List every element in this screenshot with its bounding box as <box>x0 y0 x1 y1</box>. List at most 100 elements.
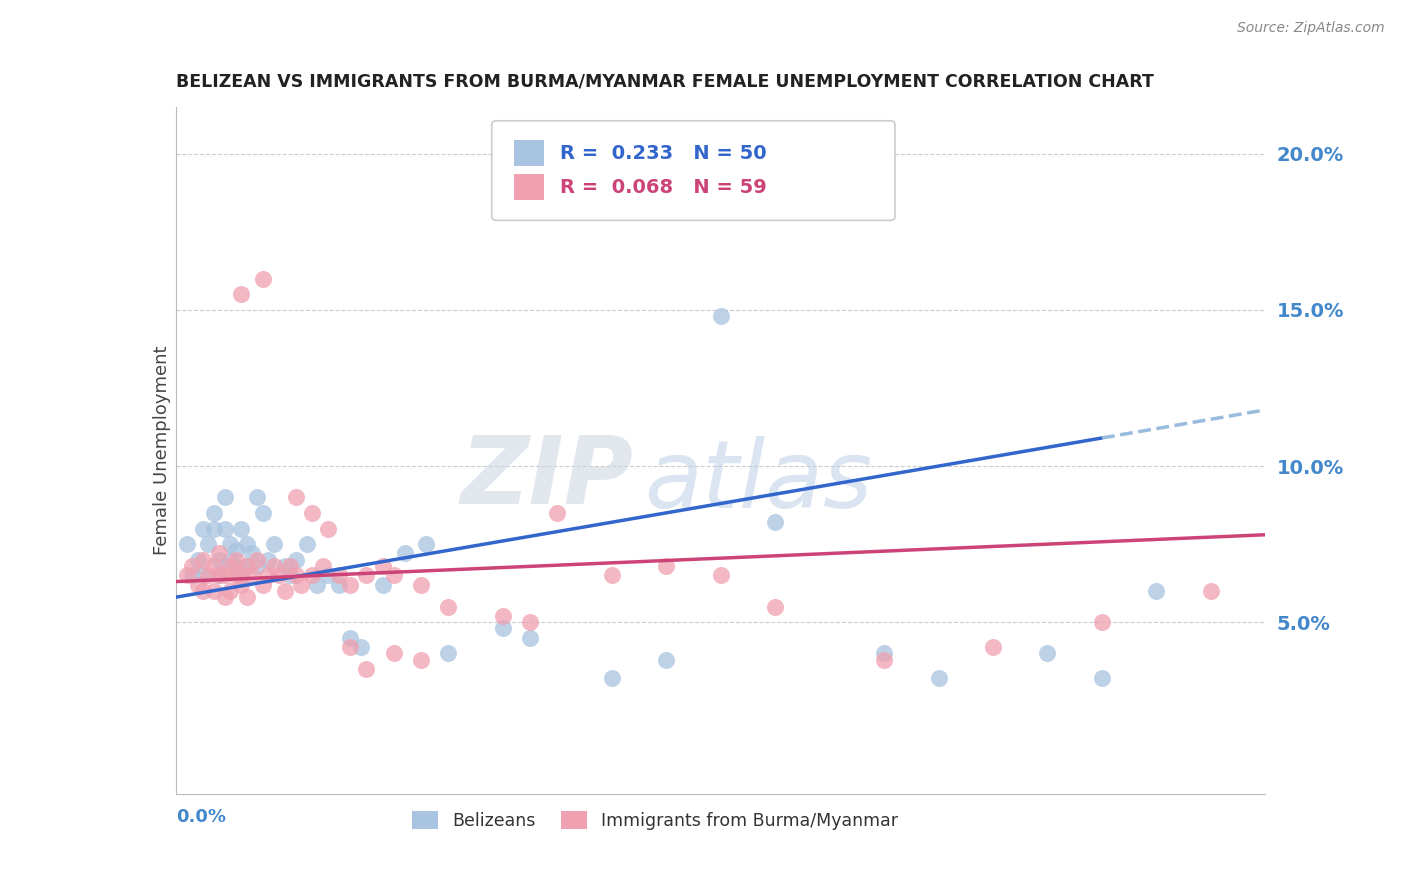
Point <box>278 558 301 573</box>
Point <box>519 631 541 645</box>
Point <box>186 552 209 567</box>
Point <box>1091 671 1114 685</box>
Point <box>710 568 733 582</box>
Point <box>492 608 515 623</box>
Point <box>214 521 236 535</box>
Point <box>519 615 541 630</box>
Point <box>409 578 432 592</box>
Point <box>356 662 378 676</box>
Point <box>655 558 678 573</box>
Point <box>181 568 204 582</box>
Point <box>437 599 460 614</box>
Point <box>231 578 253 592</box>
Point <box>231 287 253 301</box>
Point <box>295 537 318 551</box>
Point <box>202 583 225 598</box>
Point <box>763 515 786 529</box>
Point <box>307 578 329 592</box>
Text: ZIP: ZIP <box>461 432 633 524</box>
Point <box>328 568 350 582</box>
FancyBboxPatch shape <box>513 140 544 166</box>
Point <box>371 558 394 573</box>
Point <box>219 583 242 598</box>
Point <box>1036 646 1059 660</box>
Point <box>214 591 236 605</box>
Point <box>546 506 568 520</box>
Point <box>318 521 340 535</box>
Point <box>415 537 437 551</box>
Point <box>235 558 257 573</box>
Point <box>339 640 361 655</box>
Point <box>231 568 253 582</box>
Point <box>214 568 236 582</box>
Point <box>290 578 312 592</box>
Point <box>318 568 340 582</box>
Point <box>219 558 242 573</box>
Y-axis label: Female Unemployment: Female Unemployment <box>153 346 172 555</box>
Point <box>710 309 733 323</box>
Point <box>339 578 361 592</box>
Point <box>873 646 896 660</box>
Point <box>492 621 515 635</box>
Point <box>246 558 269 573</box>
Point <box>263 537 285 551</box>
Point <box>191 552 214 567</box>
Legend: Belizeans, Immigrants from Burma/Myanmar: Belizeans, Immigrants from Burma/Myanmar <box>405 804 905 837</box>
Point <box>409 653 432 667</box>
Point <box>176 537 198 551</box>
Point <box>928 671 950 685</box>
Point <box>208 568 231 582</box>
Point <box>263 558 285 573</box>
Point <box>214 490 236 504</box>
Point <box>208 546 231 561</box>
Point <box>240 568 263 582</box>
Point <box>1091 615 1114 630</box>
Point <box>191 521 214 535</box>
Point <box>246 490 269 504</box>
Point <box>284 552 307 567</box>
Point <box>240 546 263 561</box>
Point <box>208 552 231 567</box>
Point <box>235 591 257 605</box>
FancyBboxPatch shape <box>513 174 544 201</box>
Point <box>202 506 225 520</box>
Point <box>235 537 257 551</box>
Point <box>1144 583 1167 598</box>
Point <box>437 646 460 660</box>
Point <box>274 558 297 573</box>
Point <box>278 568 301 582</box>
Point <box>600 568 623 582</box>
Point <box>257 552 280 567</box>
Point <box>339 631 361 645</box>
Point <box>257 568 280 582</box>
Point <box>301 506 323 520</box>
Text: atlas: atlas <box>644 436 873 527</box>
Point <box>328 578 350 592</box>
Point <box>394 546 416 561</box>
Point <box>186 578 209 592</box>
Point <box>252 578 274 592</box>
Point <box>763 599 786 614</box>
Point <box>269 568 291 582</box>
Point <box>197 537 219 551</box>
Point <box>191 568 214 582</box>
Point <box>208 568 231 582</box>
Point <box>202 521 225 535</box>
Point <box>382 646 405 660</box>
Point <box>231 568 253 582</box>
Text: Source: ZipAtlas.com: Source: ZipAtlas.com <box>1237 21 1385 35</box>
Point <box>981 640 1004 655</box>
Point <box>225 552 247 567</box>
Point <box>225 568 247 582</box>
Text: BELIZEAN VS IMMIGRANTS FROM BURMA/MYANMAR FEMALE UNEMPLOYMENT CORRELATION CHART: BELIZEAN VS IMMIGRANTS FROM BURMA/MYANMA… <box>176 72 1154 90</box>
Point <box>225 543 247 558</box>
Point <box>219 552 242 567</box>
Point <box>246 552 269 567</box>
Point <box>873 653 896 667</box>
Point <box>655 653 678 667</box>
Point <box>356 568 378 582</box>
Point <box>600 671 623 685</box>
Point <box>231 521 253 535</box>
Point <box>382 568 405 582</box>
Point <box>284 490 307 504</box>
